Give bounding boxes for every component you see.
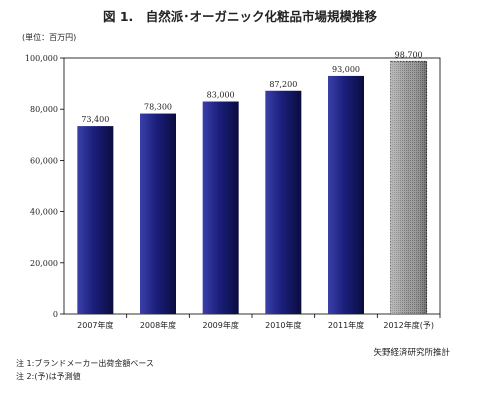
data-label: 83,000 xyxy=(207,91,235,100)
bar xyxy=(265,90,302,314)
bar-forecast-shade xyxy=(390,61,427,314)
y-tick-label: 40,000 xyxy=(30,208,58,217)
plot-frame xyxy=(63,57,441,315)
data-label: 78,300 xyxy=(144,103,172,112)
y-tick-label: 100,000 xyxy=(25,54,58,63)
x-tick-label: 2011年度 xyxy=(328,320,364,330)
notes: 注 1:ブランドメーカー出荷金額ベース 注 2:(予)は予測値 xyxy=(16,357,154,383)
note-2: 注 2:(予)は予測値 xyxy=(16,372,81,381)
source-label: 矢野経済研究所推計 xyxy=(373,348,450,358)
y-tick-label: 0 xyxy=(53,310,58,319)
bar xyxy=(77,126,114,314)
y-tick-label: 80,000 xyxy=(30,105,58,114)
x-tick-label: 2007年度 xyxy=(77,320,113,330)
bar xyxy=(140,113,176,314)
data-label: 73,400 xyxy=(81,115,109,124)
x-tick-label: 2012年度(予) xyxy=(383,320,434,330)
bar-chart: 0 20,000 40,000 60,000 80,000 100,000 73,400 20… xyxy=(25,50,441,330)
bar xyxy=(328,75,364,314)
note-1: 注 1:ブランドメーカー出荷金額ベース xyxy=(16,359,154,368)
chart-title: 図 1. 自然派･オーガニック化粧品市場規模推移 xyxy=(102,9,378,24)
y-tick-label: 60,000 xyxy=(30,156,58,165)
y-tick-label: 20,000 xyxy=(30,259,58,268)
data-label: 93,000 xyxy=(332,65,360,74)
x-tick-label: 2010年度 xyxy=(265,320,301,330)
unit-label: (単位：百万円) xyxy=(22,33,77,42)
data-label: 98,700 xyxy=(395,50,423,59)
bar xyxy=(202,101,239,315)
x-tick-label: 2009年度 xyxy=(202,320,238,330)
data-label: 87,200 xyxy=(269,80,297,89)
x-tick-label: 2008年度 xyxy=(140,320,176,330)
